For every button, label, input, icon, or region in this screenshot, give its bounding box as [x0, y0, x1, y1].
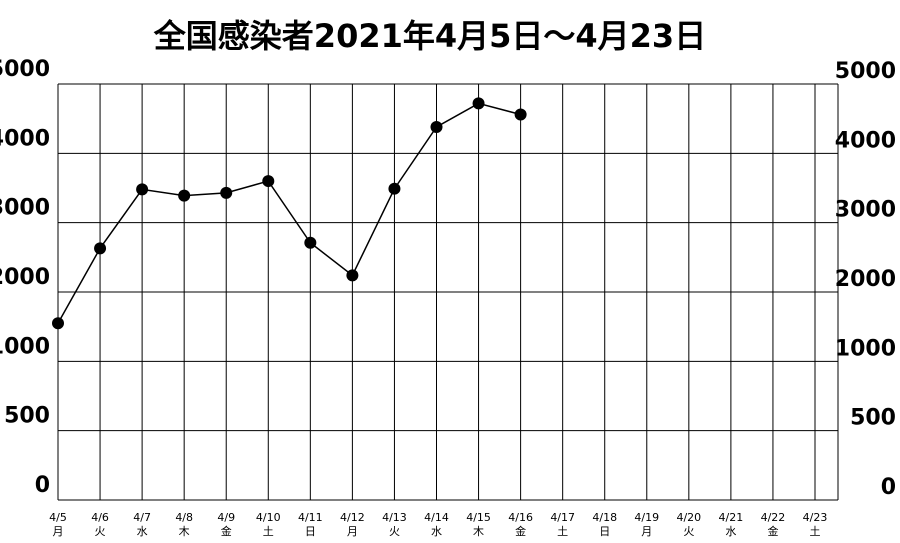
point — [52, 317, 64, 330]
y-tick-label: 5000 — [0, 57, 50, 82]
x-tick-label: 4/18 — [592, 511, 617, 524]
line — [57, 102, 521, 324]
y-tick-label: 500 — [4, 404, 50, 429]
point — [472, 97, 485, 110]
y-tick-label: 1000 — [0, 334, 50, 359]
x-weekday-label: 日 — [599, 525, 610, 538]
point — [430, 120, 443, 133]
chart-title: 全国感染者2021年4月5日～4月23日 — [153, 17, 706, 55]
x-tick-label: 4/8 — [175, 511, 193, 524]
x-weekday-label: 水 — [725, 525, 736, 538]
x-tick-label: 4/14 — [424, 511, 449, 524]
point — [220, 186, 233, 199]
x-weekday-label: 土 — [557, 525, 568, 538]
x-weekday-label: 土 — [810, 525, 821, 538]
x-tick-label: 4/20 — [676, 511, 701, 524]
x-tick-label: 4/13 — [382, 511, 407, 524]
y-tick-label: 4000 — [0, 126, 50, 151]
x-tick-label: 4/17 — [550, 511, 575, 524]
x-tick-label: 4/23 — [803, 511, 828, 524]
x-tick-label: 4/5 — [49, 511, 67, 524]
y2-tick-label: 5000 — [835, 59, 896, 84]
x-tick-label: 4/15 — [466, 511, 491, 524]
x-weekday-label: 土 — [263, 525, 274, 538]
point — [136, 183, 149, 196]
x-tick-label: 4/10 — [256, 511, 281, 524]
point — [388, 182, 401, 195]
x-tick-label: 4/7 — [133, 511, 151, 524]
x-weekday-label: 金 — [515, 524, 526, 538]
y-tick-label: 3000 — [0, 196, 50, 221]
x-weekday-label: 月 — [53, 525, 64, 538]
point — [94, 242, 107, 255]
y2-tick-label: 3000 — [835, 198, 896, 223]
x-tick-label: 4/16 — [508, 511, 533, 524]
y-tick-label: 0 — [35, 473, 50, 498]
x-weekday-label: 火 — [389, 525, 400, 538]
x-weekday-label: 水 — [137, 525, 148, 538]
point — [346, 269, 359, 282]
x-tick-label: 4/19 — [634, 511, 659, 524]
x-tick-label: 4/12 — [340, 511, 365, 524]
x-weekday-label: 金 — [767, 524, 778, 538]
x-tick-label: 4/6 — [91, 511, 109, 524]
y2-tick-label: 500 — [850, 406, 896, 431]
x-weekday-label: 火 — [95, 525, 106, 538]
x-weekday-label: 火 — [683, 525, 694, 538]
y2-tick-label: 1000 — [835, 336, 896, 361]
y-tick-label: 2000 — [0, 265, 50, 290]
x-weekday-label: 水 — [431, 525, 442, 538]
x-weekday-label: 金 — [221, 524, 232, 538]
y2-tick-label: 2000 — [835, 267, 896, 292]
x-weekday-label: 木 — [179, 525, 190, 538]
x-weekday-label: 月 — [641, 525, 652, 538]
x-weekday-label: 木 — [473, 525, 484, 538]
x-tick-label: 4/11 — [298, 511, 323, 524]
point — [304, 236, 317, 249]
point — [514, 108, 527, 121]
x-tick-label: 4/22 — [761, 511, 786, 524]
point — [262, 175, 275, 188]
y2-tick-label: 0 — [881, 475, 896, 500]
x-weekday-label: 月 — [347, 525, 358, 538]
x-tick-label: 4/9 — [217, 511, 235, 524]
point — [178, 189, 191, 202]
x-weekday-label: 日 — [305, 525, 316, 538]
y2-tick-label: 4000 — [835, 128, 896, 153]
x-tick-label: 4/21 — [719, 511, 744, 524]
